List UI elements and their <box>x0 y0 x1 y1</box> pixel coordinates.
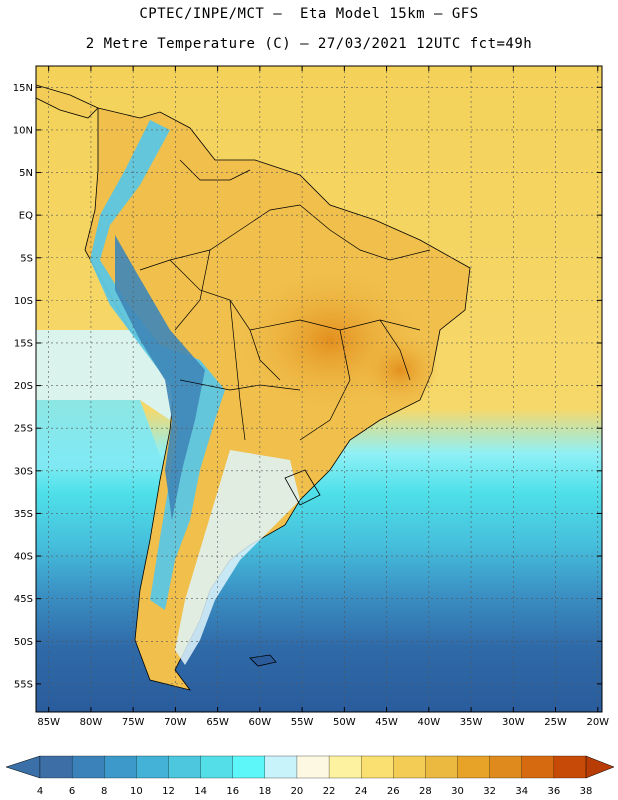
colorbar-swatch <box>553 755 587 779</box>
lat-label: EQ <box>19 211 33 222</box>
map-axes: 15N 10N 5N EQ 5S 10S 15S 20S 25S 30S 35S 40S 45S 50S 5… <box>13 66 609 728</box>
lon-label: 20W <box>586 717 609 728</box>
lat-label: 45S <box>14 594 33 605</box>
colorbar-label: 12 <box>162 786 175 797</box>
colorbar-label: 34 <box>515 786 528 797</box>
colorbar-swatch <box>39 755 73 779</box>
colorbar-label: 22 <box>323 786 336 797</box>
lat-label: 15S <box>14 338 33 349</box>
hot-region-east <box>360 335 440 405</box>
map-frame <box>35 65 603 713</box>
colorbar-label: 6 <box>69 786 75 797</box>
colorbar-label: 26 <box>387 786 400 797</box>
lat-label: 15N <box>13 83 33 94</box>
lon-label: 85W <box>37 717 60 728</box>
lon-label: 35W <box>460 717 483 728</box>
lon-label: 30W <box>502 717 525 728</box>
lat-label: 50S <box>14 637 33 648</box>
lat-label: 40S <box>14 552 33 563</box>
lat-label: 25S <box>14 424 33 435</box>
colorbar-label: 10 <box>130 786 143 797</box>
colorbar-label: 4 <box>37 786 43 797</box>
uruguay-border <box>284 469 321 506</box>
lat-label: 35S <box>14 509 33 520</box>
lon-label: 40W <box>418 717 441 728</box>
colorbar-swatch <box>200 755 234 779</box>
colorbar-swatch <box>457 755 491 779</box>
colorbar-under-arrow <box>5 755 41 779</box>
colorbar-label: 32 <box>483 786 496 797</box>
colorbar-swatch <box>521 755 555 779</box>
lon-label: 50W <box>333 717 356 728</box>
colorbar-swatch <box>393 755 427 779</box>
colorbar-swatch <box>104 755 138 779</box>
colorbar-label: 24 <box>355 786 368 797</box>
colorbar-label: 36 <box>548 786 561 797</box>
pacific-cool-band <box>36 330 180 420</box>
central-america <box>36 84 99 119</box>
colorbar-label: 8 <box>101 786 107 797</box>
colorbar-swatch <box>136 755 170 779</box>
colorbar-swatch <box>71 755 105 779</box>
lat-label: 30S <box>14 466 33 477</box>
country-borders <box>139 159 431 441</box>
colorbar-swatch <box>425 755 459 779</box>
lat-label: 5S <box>20 253 33 264</box>
southern-cone-cool <box>175 450 300 665</box>
colorbar-label: 16 <box>226 786 239 797</box>
colorbar-swatch <box>361 755 394 779</box>
colorbar: 4 6 8 10 12 14 16 18 20 22 24 26 28 30 32 34 36 38 <box>5 755 615 797</box>
colorbar-label: 30 <box>451 786 464 797</box>
colorbar-label: 14 <box>194 786 207 797</box>
malvinas-islands <box>249 654 277 667</box>
lat-label: 20S <box>14 381 33 392</box>
lon-label: 60W <box>249 717 272 728</box>
pacific-cyan-band <box>36 400 165 470</box>
lon-label: 25W <box>544 717 567 728</box>
colorbar-swatch <box>168 755 202 779</box>
map-grid <box>36 66 602 712</box>
colorbar-label: 20 <box>291 786 304 797</box>
title-line-1: CPTEC/INPE/MCT – Eta Model 15km – GFS <box>139 6 479 22</box>
colorbar-over-arrow <box>585 755 615 779</box>
colorbar-swatch <box>489 755 523 779</box>
colorbar-swatch <box>296 755 330 779</box>
lon-label: 80W <box>80 717 103 728</box>
lat-label: 5N <box>19 168 33 179</box>
lon-label: 70W <box>164 717 187 728</box>
lon-label: 75W <box>122 717 145 728</box>
lon-label: 45W <box>375 717 398 728</box>
colorbar-label: 18 <box>258 786 271 797</box>
colorbar-label: 28 <box>419 786 432 797</box>
lat-label: 10N <box>13 125 33 136</box>
lat-label: 10S <box>14 296 33 307</box>
lon-label: 55W <box>291 717 314 728</box>
lon-label: 65W <box>206 717 229 728</box>
colorbar-label: 38 <box>580 786 593 797</box>
colorbar-swatch <box>232 755 266 779</box>
lat-label: 55S <box>14 679 33 690</box>
colorbar-swatch <box>264 755 298 779</box>
colorbar-swatch <box>328 755 362 779</box>
andes-core <box>115 235 205 520</box>
title-line-2: 2 Metre Temperature (C) – 27/03/2021 12U… <box>85 36 533 52</box>
